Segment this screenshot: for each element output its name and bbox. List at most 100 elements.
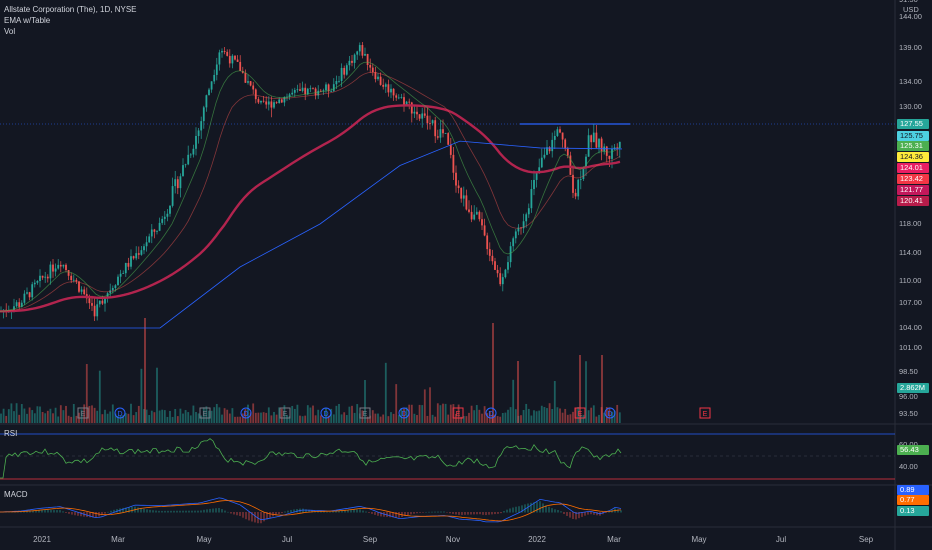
- volume-bar: [296, 404, 299, 423]
- candle-body: [221, 50, 223, 53]
- price-axis-label: 130.00: [899, 102, 922, 111]
- candle-body: [91, 303, 93, 306]
- macd-histogram: [101, 512, 103, 516]
- volume-bar: [608, 407, 611, 423]
- candle-body: [182, 165, 184, 177]
- volume-spike: [492, 323, 494, 423]
- volume-bar: [535, 411, 538, 423]
- candle-body: [431, 120, 434, 124]
- rsi-axis-label: 60.00: [899, 440, 918, 449]
- volume-bar: [416, 415, 418, 423]
- candle-body: [280, 99, 283, 103]
- macd-histogram: [248, 512, 250, 521]
- macd-histogram: [509, 508, 511, 513]
- earnings-marker: E: [77, 407, 89, 419]
- macd-histogram: [137, 507, 139, 513]
- macd-label[interactable]: MACD: [4, 490, 28, 499]
- time-axis-label: Jul: [775, 535, 787, 544]
- candle-body: [592, 132, 595, 143]
- volume-bar: [231, 408, 234, 423]
- macd-histogram: [254, 512, 256, 523]
- candle-body: [577, 179, 580, 197]
- candle-body: [618, 141, 621, 149]
- macd-histogram: [581, 512, 583, 517]
- candle-body: [124, 262, 127, 274]
- volume-bar: [267, 407, 270, 423]
- candle-body: [481, 219, 483, 226]
- volume-bar: [93, 407, 96, 423]
- macd-histogram: [35, 510, 37, 513]
- candle-body: [392, 88, 395, 96]
- volume-bar: [28, 407, 31, 423]
- macd-histogram: [518, 506, 520, 513]
- volume-bar: [124, 413, 127, 423]
- macd-histogram: [95, 512, 97, 518]
- candle-body: [114, 285, 117, 289]
- macd-histogram: [434, 511, 436, 513]
- macd-histogram: [356, 509, 358, 513]
- volume-bar: [169, 410, 171, 423]
- macd-tag: 0.89: [897, 485, 929, 495]
- volume-bar: [514, 409, 517, 423]
- volume-bar: [301, 416, 304, 423]
- candle-body: [215, 64, 218, 75]
- candle-body: [335, 81, 338, 85]
- candle-body: [413, 111, 416, 114]
- volume-bar: [36, 406, 39, 423]
- macd-histogram: [191, 510, 193, 513]
- macd-histogram: [182, 510, 184, 513]
- macd-histogram: [440, 511, 442, 513]
- candle-body: [145, 242, 148, 247]
- volume-bar: [356, 404, 359, 423]
- volume-bar: [345, 415, 348, 423]
- volume-legend[interactable]: Vol: [4, 27, 16, 36]
- macd-signal-line: [0, 500, 622, 522]
- rsi-label[interactable]: RSI: [4, 429, 18, 438]
- candle-body: [231, 55, 234, 64]
- price-axis-label: 139.00: [899, 43, 922, 52]
- macd-histogram: [92, 512, 94, 518]
- candle-body: [52, 264, 54, 272]
- candle-body: [33, 282, 36, 285]
- macd-histogram: [476, 512, 478, 515]
- volume-bar: [501, 413, 504, 423]
- macd-histogram: [497, 512, 499, 514]
- candle-body: [262, 100, 265, 102]
- volume-bar: [192, 405, 195, 423]
- candle-body: [28, 292, 31, 298]
- volume-bar: [569, 414, 572, 423]
- volume-bar: [395, 384, 398, 423]
- time-axis-label: Sep: [858, 535, 874, 544]
- macd-histogram: [152, 510, 154, 513]
- volume-bar: [218, 407, 221, 423]
- volume-bar: [483, 406, 486, 423]
- candle-body: [501, 277, 504, 285]
- candle-body: [499, 273, 502, 285]
- volume-bar: [465, 416, 468, 423]
- candle-body: [319, 90, 322, 92]
- macd-histogram: [452, 512, 454, 514]
- volume-bar: [156, 367, 158, 423]
- macd-histogram: [479, 512, 481, 515]
- price-axis-label: 96.00: [899, 392, 918, 401]
- candle-body: [400, 97, 403, 98]
- candle-body: [390, 88, 392, 93]
- volume-bar: [374, 413, 377, 423]
- candle-body: [291, 92, 294, 95]
- volume-bar: [413, 413, 416, 423]
- candle-body: [140, 250, 143, 255]
- volume-bar: [426, 415, 429, 423]
- macd-histogram: [335, 511, 337, 513]
- candle-body: [361, 45, 364, 56]
- candle-body: [252, 85, 255, 90]
- ema-legend[interactable]: EMA w/Table: [4, 16, 51, 25]
- candle-body: [473, 214, 476, 220]
- volume-bar: [371, 410, 374, 423]
- volume-bar: [522, 410, 525, 423]
- candle-body: [249, 81, 252, 86]
- candle-body: [46, 276, 49, 279]
- macd-histogram: [443, 511, 445, 513]
- candle-body: [418, 114, 421, 119]
